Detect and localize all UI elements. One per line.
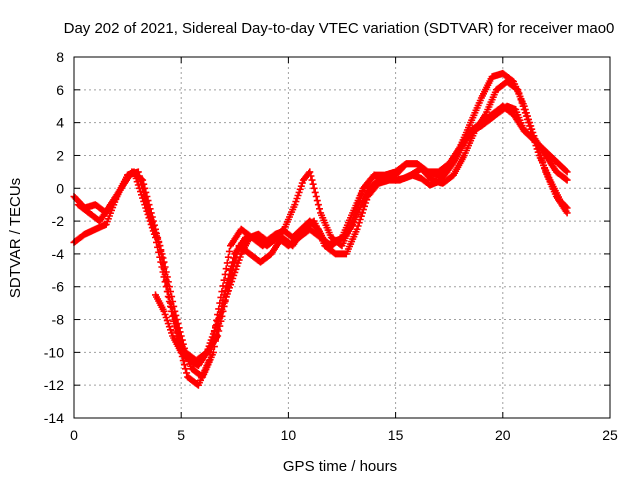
y-tick-label: -14: [44, 410, 64, 426]
y-tick-label: 0: [56, 180, 64, 196]
data-points: [70, 69, 571, 389]
y-tick-label: 6: [56, 82, 64, 98]
plot-frame: [73, 56, 611, 419]
y-tick-label: -8: [52, 312, 65, 328]
data-series: [152, 102, 571, 369]
x-tick-label: 10: [281, 427, 297, 443]
y-axis-label: SDTVAR / TECUs: [7, 178, 24, 298]
y-tick-label: -4: [52, 246, 65, 262]
y-tick-label: -6: [52, 279, 65, 295]
x-axis-label: GPS time / hours: [283, 458, 397, 475]
x-tick-label: 25: [602, 427, 618, 443]
y-tick-label: 8: [56, 49, 64, 65]
y-tick-label: -2: [52, 213, 65, 229]
axis-ticks: 0 5 10 15 20 25 -14 -12 -10 -8 -6 -4 -2 0 2 4 6 8: [44, 49, 618, 443]
y-tick-label: 4: [56, 115, 64, 131]
x-tick-label: 15: [388, 427, 404, 443]
y-tick-label: -12: [44, 377, 64, 393]
x-tick-label: 0: [70, 427, 78, 443]
x-tick-label: 20: [495, 427, 511, 443]
y-tick-label: -10: [44, 344, 64, 360]
y-tick-label: 2: [56, 147, 64, 163]
data-point-markers: [152, 102, 571, 369]
chart-title: Day 202 of 2021, Sidereal Day-to-day VTE…: [64, 20, 615, 37]
x-tick-label: 5: [177, 427, 185, 443]
grid: [74, 57, 610, 418]
